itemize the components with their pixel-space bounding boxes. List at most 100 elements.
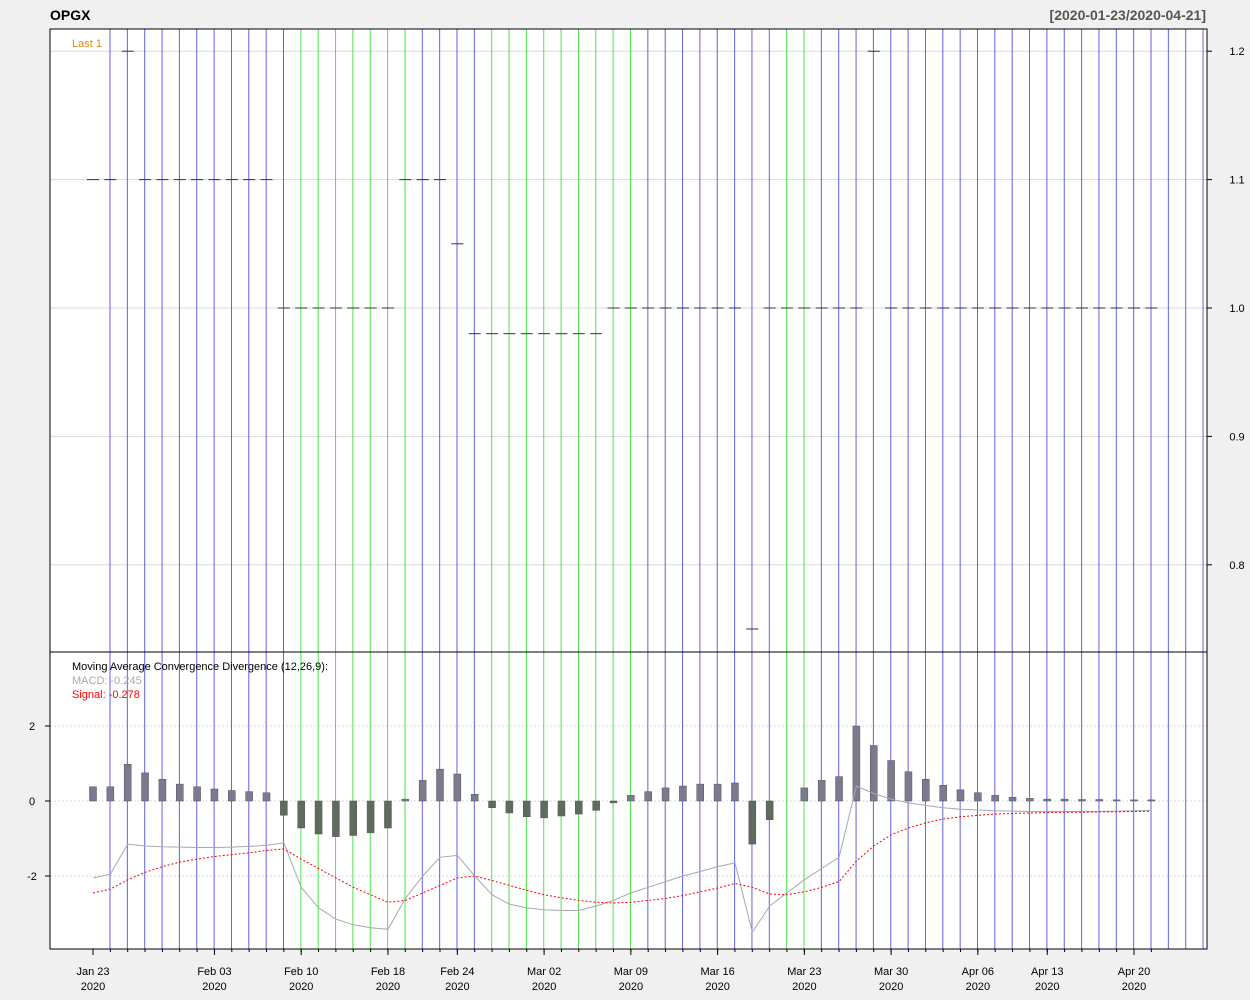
histogram-bar-28 <box>575 800 583 815</box>
histogram-bar-50 <box>956 789 965 802</box>
histogram-bar-46 <box>887 760 895 802</box>
histogram-bar-25 <box>523 800 531 817</box>
date-range: [2020-01-23/2020-04-21] <box>1050 7 1206 23</box>
histogram-bar-7 <box>210 788 219 802</box>
macd-lines <box>92 785 1152 934</box>
histogram-bar-22 <box>470 794 479 802</box>
macd-y-tick-label-0: -2 <box>27 871 37 883</box>
histogram-bar-5 <box>176 783 184 802</box>
histogram-bar-43 <box>835 776 843 802</box>
x-tick-label-3: Feb 18 <box>371 966 405 978</box>
price-y-tick-label-4: 1.2 <box>1229 46 1244 58</box>
x-tick-label-6: Mar 09 <box>614 966 648 978</box>
x-tick-year-6: 2020 <box>619 981 643 993</box>
histogram-bar-42 <box>817 780 826 802</box>
macd-legend: MACD: -0.245 <box>72 675 142 687</box>
price-y-tick-label-3: 1.1 <box>1229 175 1244 187</box>
histogram-bar-35 <box>696 783 704 802</box>
histogram-bar-57 <box>1078 799 1086 802</box>
histogram-bar-10 <box>262 792 271 802</box>
x-tick-label-4: Feb 24 <box>440 966 474 978</box>
histogram-bar-9 <box>245 791 253 802</box>
x-tick-label-8: Mar 23 <box>787 966 821 978</box>
histogram-bar-33 <box>661 787 670 802</box>
x-tick-label-5: Mar 02 <box>527 966 561 978</box>
histogram-bar-15 <box>349 800 357 836</box>
chart-title: OPGX <box>50 7 91 23</box>
macd-line <box>92 785 1152 934</box>
histogram-bar-38 <box>748 800 757 845</box>
histogram-bar-0 <box>89 786 97 802</box>
macd-y-tick-label-1: 0 <box>29 796 35 808</box>
histogram-bar-30 <box>609 800 618 804</box>
histogram-bar-36 <box>713 783 722 802</box>
histogram-bar-52 <box>991 795 999 802</box>
histogram-bar-6 <box>193 786 201 802</box>
x-tick-year-1: 2020 <box>202 981 226 993</box>
histogram-bar-11 <box>280 800 288 816</box>
macd-histogram <box>89 725 1156 845</box>
histogram-bar-55 <box>1043 798 1051 802</box>
price-y-tick-label-1: 0.9 <box>1229 431 1244 443</box>
histogram-bar-37 <box>731 782 739 802</box>
axes: 0.8 0.9 1.0 1.1 1.2 -2 0 2 Jan 23 2020 Feb 03 2020 F… <box>27 46 1245 993</box>
x-tick-year-8: 2020 <box>792 981 816 993</box>
histogram-bar-44 <box>852 725 861 802</box>
histogram-bar-1 <box>106 786 115 802</box>
histogram-bar-32 <box>644 791 652 802</box>
histogram-bar-26 <box>540 800 548 819</box>
x-tick-label-0: Jan 23 <box>76 966 109 978</box>
x-tick-year-7: 2020 <box>705 981 729 993</box>
histogram-bar-34 <box>679 785 687 802</box>
histogram-bar-4 <box>158 779 167 802</box>
histogram-bar-8 <box>228 790 236 802</box>
macd-y-tick-label-2: 2 <box>29 721 35 733</box>
histogram-bar-47 <box>904 771 913 802</box>
x-tick-label-1: Feb 03 <box>197 966 231 978</box>
histogram-bar-41 <box>800 787 809 802</box>
x-tick-label-12: Apr 20 <box>1118 966 1150 978</box>
x-tick-label-10: Apr 06 <box>962 966 994 978</box>
x-tick-label-9: Mar 30 <box>874 966 908 978</box>
x-tick-year-5: 2020 <box>532 981 556 993</box>
histogram-bar-39 <box>765 800 774 820</box>
histogram-bar-45 <box>870 745 878 802</box>
x-tick-year-10: 2020 <box>966 981 990 993</box>
histogram-bar-59 <box>1112 799 1121 802</box>
x-tick-year-11: 2020 <box>1035 981 1059 993</box>
histogram-bar-48 <box>922 779 930 802</box>
x-tick-label-7: Mar 16 <box>700 966 734 978</box>
histogram-bar-13 <box>314 800 323 835</box>
histogram-bar-27 <box>557 800 566 817</box>
price-y-tick-label-2: 1.0 <box>1229 303 1244 315</box>
price-y-tick-label-0: 0.8 <box>1229 560 1244 572</box>
histogram-bar-12 <box>297 800 305 829</box>
histogram-bar-21 <box>453 773 462 802</box>
histogram-bar-56 <box>1060 798 1069 802</box>
x-tick-year-9: 2020 <box>879 981 903 993</box>
histogram-bar-14 <box>332 800 340 837</box>
histogram-bar-2 <box>123 764 132 802</box>
histogram-bar-16 <box>366 800 375 834</box>
signal-legend: Signal: -0.278 <box>72 689 140 701</box>
histogram-bar-51 <box>974 792 982 802</box>
x-tick-label-2: Feb 10 <box>284 966 318 978</box>
histogram-bar-31 <box>627 795 635 802</box>
histogram-bar-20 <box>436 768 444 802</box>
histogram-bar-49 <box>939 785 947 802</box>
x-tick-label-11: Apr 13 <box>1031 966 1063 978</box>
histogram-bar-17 <box>384 800 392 829</box>
x-tick-year-3: 2020 <box>376 981 400 993</box>
x-tick-year-2: 2020 <box>289 981 313 993</box>
histogram-bar-23 <box>488 800 496 808</box>
macd-panel-title: Moving Average Convergence Divergence (1… <box>72 661 328 673</box>
last-value-label: Last 1 <box>72 38 102 50</box>
histogram-bar-19 <box>418 780 427 802</box>
x-tick-year-0: 2020 <box>81 981 105 993</box>
histogram-bar-60 <box>1130 799 1138 802</box>
signal-line <box>92 810 1152 904</box>
histogram-bar-54 <box>1026 798 1034 802</box>
x-tick-year-12: 2020 <box>1122 981 1146 993</box>
histogram-bar-3 <box>141 772 149 802</box>
